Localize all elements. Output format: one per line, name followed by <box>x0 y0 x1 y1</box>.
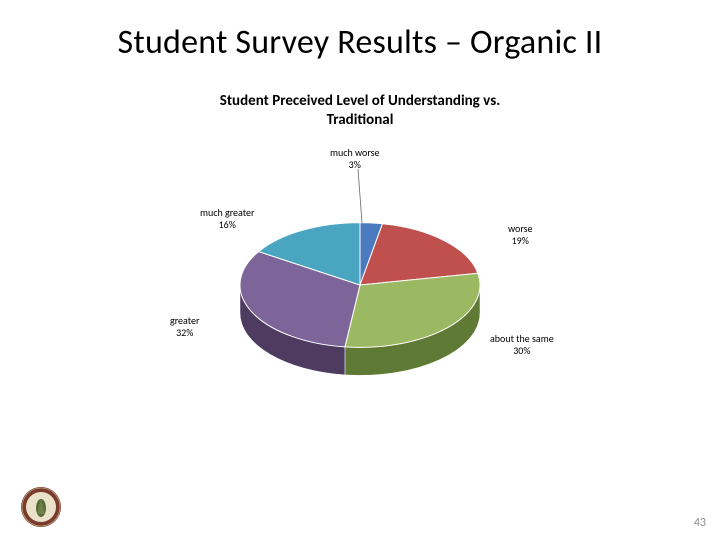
college-seal-logo <box>20 486 62 528</box>
seal-icon <box>20 486 62 528</box>
pie-chart: much worse3%worse19%about the same30%gre… <box>130 155 590 455</box>
data-label-pct: 3% <box>349 158 361 171</box>
slide-title: Student Survey Results – Organic II <box>0 22 720 63</box>
data-label-pct: 16% <box>219 218 236 231</box>
data-label-greater: greater32% <box>170 315 199 338</box>
pie-svg <box>130 155 590 455</box>
page-number: 43 <box>694 516 706 530</box>
data-label-worse: worse19% <box>508 223 533 246</box>
data-label-much_worse: much worse3% <box>330 147 380 170</box>
data-label-pct: 32% <box>176 326 193 339</box>
data-label-pct: 30% <box>513 344 530 357</box>
chart-title-line1: Student Preceived Level of Understanding… <box>220 92 500 110</box>
chart-title-line2: Traditional <box>327 111 394 129</box>
data-label-much_greater: much greater16% <box>200 207 254 230</box>
data-label-pct: 19% <box>512 234 529 247</box>
data-label-about_the_same: about the same30% <box>490 333 554 356</box>
chart-title: Student Preceived Level of Understanding… <box>0 92 720 130</box>
